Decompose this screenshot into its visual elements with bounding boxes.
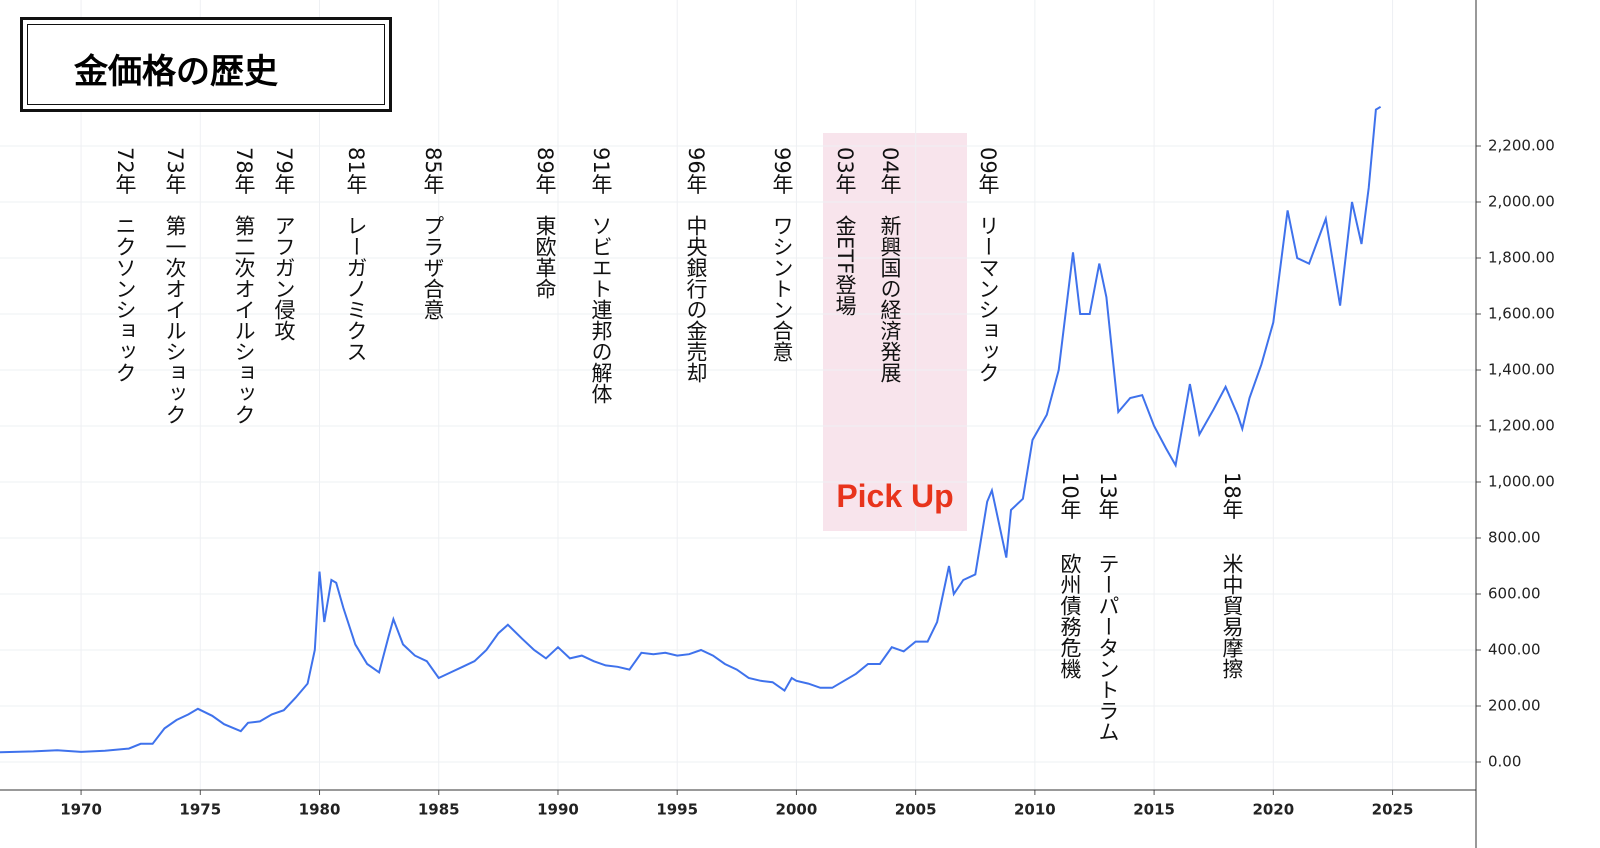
chart-title: 金価格の歴史 [74, 52, 278, 92]
annotation-event: 中央銀行の金売却 [684, 215, 708, 383]
annotation-event: 東欧革命 [533, 215, 557, 299]
x-tick-label: 1970 [60, 801, 102, 819]
annotation-year: 91年 [589, 147, 613, 195]
annotation-year: 13年 [1096, 472, 1120, 520]
title-box: 金価格の歴史 [20, 17, 392, 112]
annotation-event: アフガン侵攻 [272, 215, 296, 341]
annotation-year: 73年 [163, 147, 187, 195]
annotation-year: 79年 [272, 147, 296, 195]
y-tick-label: 1,600.00 [1488, 305, 1555, 323]
annotation-year: 03年 [833, 147, 857, 195]
annotation-event: ワシントン合意 [770, 215, 794, 362]
highlight-box [823, 133, 967, 531]
annotation-event: 第二次オイルショック [232, 215, 256, 425]
highlight-label: Pick Up [836, 478, 954, 514]
annotation-event: レーガノミクス [344, 215, 368, 362]
annotation-event: リーマンショック [976, 215, 1000, 383]
price-line [0, 105, 1382, 754]
annotation-year: 99年 [770, 147, 794, 195]
y-tick-label: 0.00 [1488, 753, 1521, 771]
annotation-event: ソビエト連邦の解体 [589, 215, 613, 404]
y-tick-label: 1,800.00 [1488, 249, 1555, 267]
annotation-year: 09年 [976, 147, 1000, 195]
x-tick-label: 1990 [537, 801, 579, 819]
y-tick-label: 2,200.00 [1488, 137, 1555, 155]
annotation-year: 85年 [421, 147, 445, 195]
x-tick-label: 2000 [776, 801, 818, 819]
y-tick-label: 2,000.00 [1488, 193, 1555, 211]
y-tick-label: 1,400.00 [1488, 361, 1555, 379]
x-tick-label: 2015 [1133, 801, 1175, 819]
x-tick-label: 2025 [1372, 801, 1414, 819]
x-tick-label: 2010 [1014, 801, 1056, 819]
annotation-event: 金ETF登場 [833, 215, 857, 317]
y-tick-label: 400.00 [1488, 641, 1541, 659]
annotation-year: 96年 [684, 147, 708, 195]
x-tick-label: 2005 [895, 801, 937, 819]
x-tick-label: 1995 [656, 801, 698, 819]
annotation-event: 米中貿易摩擦 [1220, 553, 1244, 679]
annotation-event: 新興国の経済発展 [878, 215, 902, 383]
x-tick-label: 2020 [1252, 801, 1294, 819]
y-tick-label: 1,200.00 [1488, 417, 1555, 435]
x-tick-label: 1980 [299, 801, 341, 819]
annotation-event: 欧州債務危機 [1058, 553, 1082, 679]
annotation-year: 04年 [878, 147, 902, 195]
annotation-event: プラザ合意 [421, 215, 445, 320]
annotation-year: 78年 [232, 147, 256, 195]
annotation-year: 72年 [113, 147, 137, 195]
y-tick-label: 800.00 [1488, 529, 1541, 547]
annotation-event: ニクソンショック [113, 215, 137, 383]
x-tick-label: 1985 [418, 801, 460, 819]
annotation-year: 81年 [344, 147, 368, 195]
y-tick-label: 200.00 [1488, 697, 1541, 715]
annotation-event: テーパータントラム [1096, 553, 1120, 742]
annotation-year: 10年 [1058, 472, 1082, 520]
y-tick-label: 1,000.00 [1488, 473, 1555, 491]
annotation-year: 18年 [1220, 472, 1244, 520]
annotation-event: 第一次オイルショック [163, 215, 187, 425]
annotation-year: 89年 [533, 147, 557, 195]
y-tick-label: 600.00 [1488, 585, 1541, 603]
x-tick-label: 1975 [179, 801, 221, 819]
